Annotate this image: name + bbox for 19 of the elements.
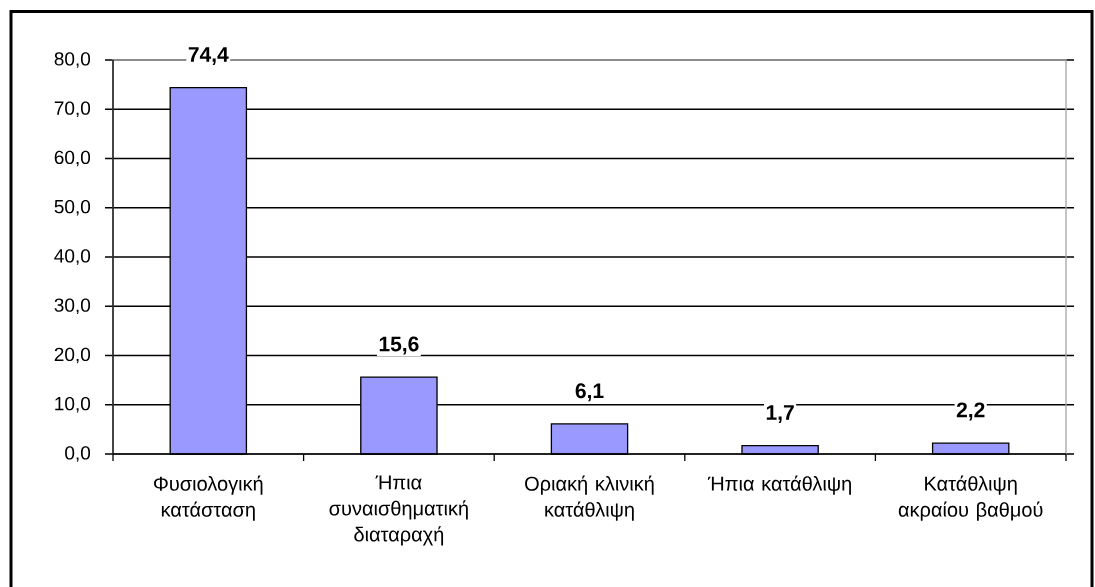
y-tick-label: 10,0	[55, 396, 91, 413]
data-label: 74,4	[188, 47, 229, 65]
x-tick-label: Φυσιολογική κατάσταση	[154, 475, 263, 521]
y-tick-label: 40,0	[54, 249, 91, 265]
y-tick-label: 30,0	[54, 298, 91, 315]
data-label: 1,7	[766, 405, 794, 423]
y-tick-label: 80,0	[54, 52, 91, 68]
data-label: 2,2	[956, 402, 985, 421]
y-tick-label: 60,0	[54, 150, 91, 167]
y-tick-label: 0,0	[65, 446, 91, 462]
x-tick-label: Κατάθλιψη ακραίου βαθμού	[898, 475, 1043, 521]
x-tick-label: Ήπια κατάθλιψη	[707, 475, 851, 495]
x-tick-label: Ήπια συναισθηματική διαταραχή	[329, 475, 468, 546]
y-tick-label: 70,0	[54, 101, 91, 118]
data-label: 6,1	[575, 383, 604, 402]
y-tick-label: 50,0	[54, 199, 91, 216]
x-tick-label: Οριακή κλινική κατάθλιψη	[525, 475, 654, 521]
data-label: 15,6	[379, 336, 419, 355]
y-tick-label: 20,0	[54, 347, 91, 364]
